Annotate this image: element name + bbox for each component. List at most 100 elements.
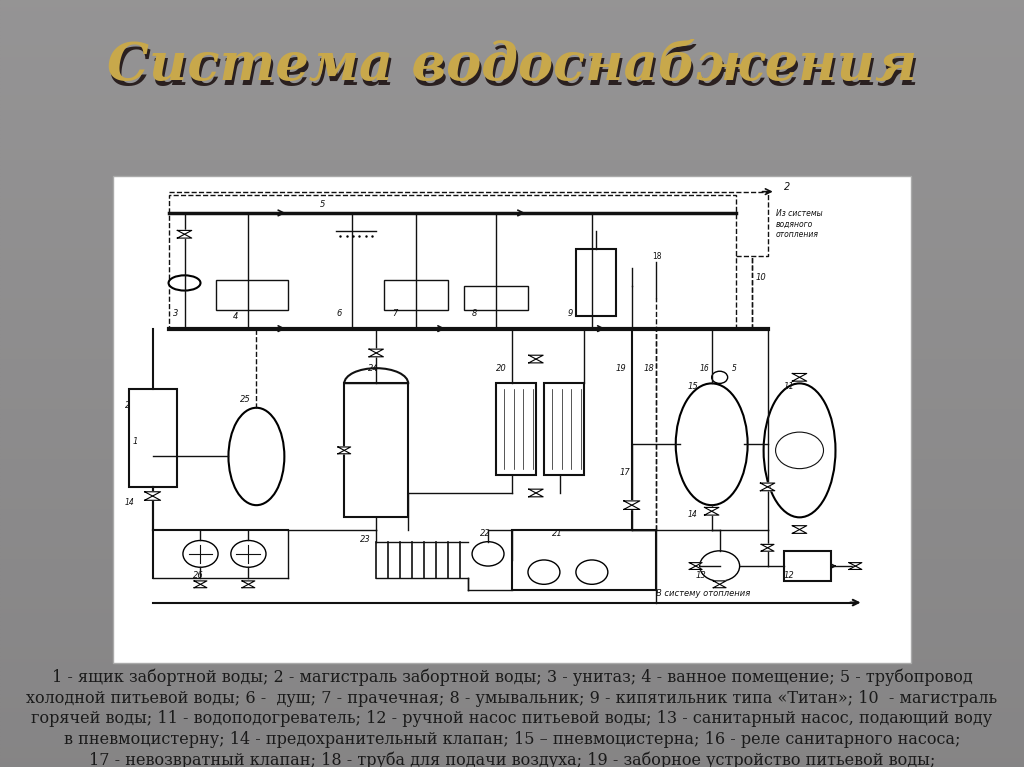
Bar	[0, 652, 1024, 656]
Bar	[0, 614, 1024, 617]
Circle shape	[575, 560, 608, 584]
Bar	[0, 491, 1024, 495]
Bar	[0, 180, 1024, 184]
Bar	[0, 265, 1024, 268]
Bar	[0, 426, 1024, 430]
Bar	[0, 188, 1024, 192]
Bar	[0, 107, 1024, 111]
Bar	[0, 671, 1024, 675]
Bar	[0, 548, 1024, 552]
Bar	[0, 238, 1024, 242]
Bar	[0, 276, 1024, 280]
Bar	[0, 288, 1024, 291]
Bar	[0, 648, 1024, 652]
Text: холодной питьевой воды; 6 -  душ; 7 - прачечная; 8 - умывальник; 9 - кипятильник: холодной питьевой воды; 6 - душ; 7 - пра…	[27, 690, 997, 706]
Bar	[0, 552, 1024, 556]
Bar	[0, 506, 1024, 510]
Bar	[0, 268, 1024, 272]
Bar	[0, 522, 1024, 525]
Bar	[0, 591, 1024, 594]
Polygon shape	[624, 501, 640, 505]
Text: 3: 3	[172, 309, 178, 318]
Bar	[384, 280, 449, 311]
Bar	[0, 19, 1024, 23]
Bar	[0, 575, 1024, 579]
Bar	[464, 286, 528, 311]
Polygon shape	[144, 496, 161, 500]
Bar	[0, 514, 1024, 518]
Bar	[0, 226, 1024, 230]
Bar	[0, 483, 1024, 487]
Text: 14: 14	[688, 510, 697, 519]
Bar	[0, 4, 1024, 8]
Bar	[0, 460, 1024, 464]
Bar	[0, 399, 1024, 403]
Polygon shape	[793, 377, 807, 381]
Text: 2: 2	[125, 400, 130, 410]
Bar	[0, 663, 1024, 667]
Polygon shape	[195, 584, 207, 588]
Bar	[0, 380, 1024, 384]
Bar	[0, 752, 1024, 755]
Text: 25: 25	[241, 395, 251, 403]
Bar	[0, 537, 1024, 541]
Bar	[0, 357, 1024, 360]
Bar	[0, 725, 1024, 729]
Ellipse shape	[676, 384, 748, 505]
Bar	[0, 594, 1024, 598]
Bar	[0, 146, 1024, 150]
Text: 5: 5	[321, 200, 326, 209]
Bar	[0, 249, 1024, 253]
Bar	[0, 709, 1024, 713]
Bar	[0, 230, 1024, 234]
Bar	[0, 610, 1024, 614]
Bar	[0, 100, 1024, 104]
Bar	[0, 472, 1024, 476]
Polygon shape	[793, 529, 807, 533]
Bar	[0, 176, 1024, 180]
Bar	[0, 349, 1024, 353]
Bar	[0, 644, 1024, 648]
Bar	[0, 713, 1024, 717]
Bar	[0, 430, 1024, 433]
Circle shape	[699, 551, 739, 581]
Bar	[0, 299, 1024, 303]
Bar	[0, 330, 1024, 334]
Bar	[216, 280, 289, 311]
Bar	[0, 169, 1024, 173]
Bar	[0, 541, 1024, 545]
Text: Система водоснабжения: Система водоснабжения	[106, 40, 918, 91]
Bar	[0, 410, 1024, 414]
Bar	[0, 345, 1024, 349]
Polygon shape	[528, 489, 543, 493]
Text: Из системы
водяного
отопления: Из системы водяного отопления	[775, 209, 822, 239]
Text: 5: 5	[731, 364, 736, 374]
Bar	[0, 127, 1024, 130]
Bar	[0, 479, 1024, 483]
Polygon shape	[689, 566, 702, 569]
Text: 18: 18	[644, 364, 654, 374]
Bar	[0, 495, 1024, 499]
Bar	[0, 621, 1024, 625]
Bar	[0, 706, 1024, 709]
Polygon shape	[242, 584, 255, 588]
Polygon shape	[177, 230, 191, 234]
Text: 16: 16	[699, 364, 710, 374]
Bar	[0, 50, 1024, 54]
Polygon shape	[705, 508, 719, 512]
Bar	[0, 556, 1024, 560]
Bar	[0, 721, 1024, 725]
Text: 21: 21	[552, 528, 562, 538]
Bar	[783, 551, 831, 581]
Bar	[0, 667, 1024, 671]
Polygon shape	[195, 581, 207, 584]
Bar	[0, 487, 1024, 491]
Text: В систему отопления: В систему отопления	[655, 590, 750, 598]
Bar	[0, 698, 1024, 702]
Bar	[0, 583, 1024, 587]
FancyBboxPatch shape	[113, 176, 911, 663]
Bar	[0, 199, 1024, 203]
Bar	[0, 384, 1024, 387]
Bar	[0, 525, 1024, 529]
Bar	[0, 445, 1024, 449]
